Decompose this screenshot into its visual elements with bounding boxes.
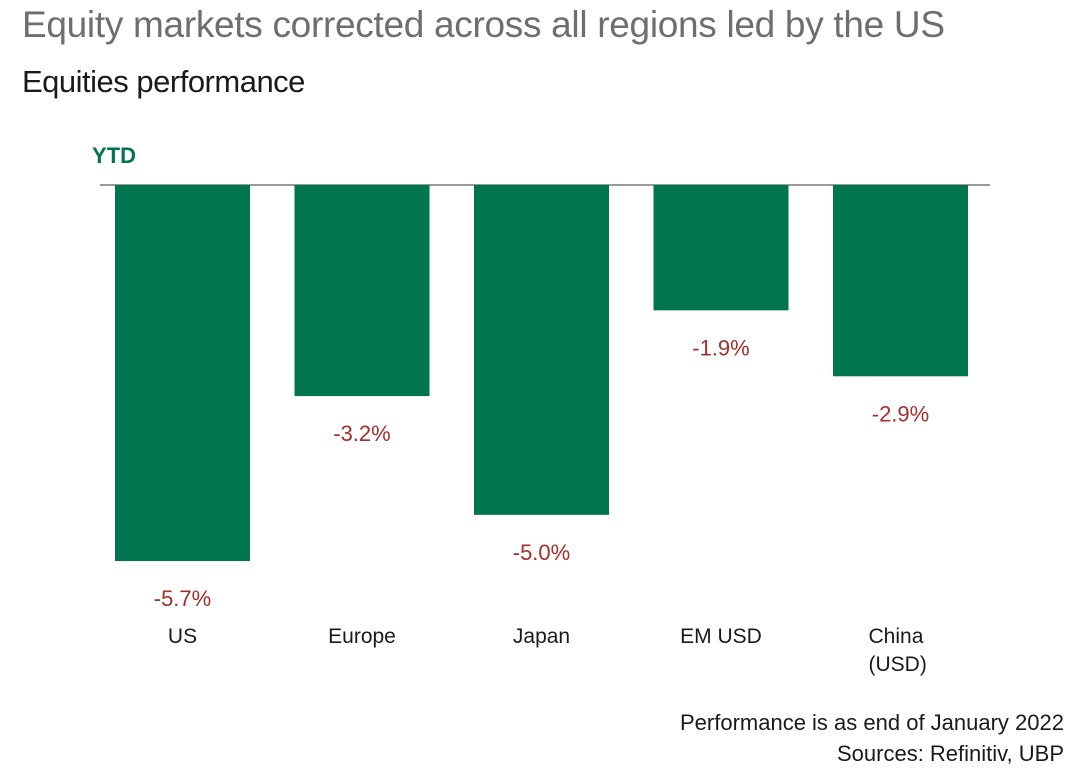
bar-chart: -5.7% -3.2% -5.0% -1.9% -2.9% US Europe Japan E… (100, 184, 990, 676)
category-label-line: EM USD (680, 625, 762, 648)
value-label: -3.2% (333, 421, 390, 446)
value-label: -5.7% (154, 586, 211, 611)
bar-china-usd (833, 185, 968, 377)
category-label-line: US (168, 625, 197, 648)
bar-us (115, 185, 250, 561)
category-label: China (USD) (869, 625, 927, 676)
bars-group (115, 185, 968, 561)
category-label: Japan (513, 625, 570, 648)
category-label: US (168, 625, 197, 648)
category-label: Europe (328, 625, 396, 648)
value-label: -5.0% (513, 540, 570, 565)
value-labels-group: -5.7% -3.2% -5.0% -1.9% -2.9% (154, 335, 929, 611)
footnote-sources: Sources: Refinitiv, UBP (836, 741, 1064, 766)
bar-em-usd (653, 185, 789, 311)
category-label-line: Japan (513, 625, 570, 648)
series-label-ytd: YTD (92, 143, 136, 168)
value-label: -1.9% (692, 335, 749, 360)
chart-subtitle: Equities performance (22, 64, 305, 99)
bar-japan (474, 185, 609, 515)
category-label-line: Europe (328, 625, 396, 648)
category-label: EM USD (680, 625, 762, 648)
value-label: -2.9% (872, 401, 929, 426)
chart-title: Equity markets corrected across all regi… (22, 4, 945, 45)
category-label-line: (USD) (869, 653, 927, 676)
footnote-performance-date: Performance is as end of January 2022 (679, 710, 1064, 735)
bar-europe (294, 185, 430, 397)
category-label-line: China (869, 625, 924, 648)
category-labels-group: US Europe Japan EM USD China (USD) (168, 625, 927, 676)
